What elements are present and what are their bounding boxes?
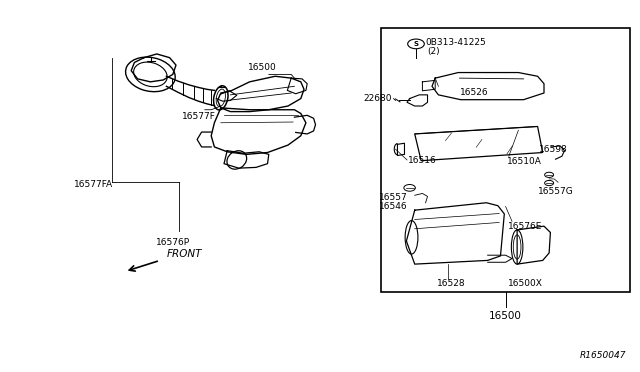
Text: 16546: 16546 [379,202,408,211]
Text: 0B313-41225: 0B313-41225 [426,38,486,47]
Text: 16577FA: 16577FA [74,180,113,189]
Text: 16500: 16500 [489,311,522,321]
Bar [381,28,630,292]
Text: 22680: 22680 [363,94,392,103]
Text: (2): (2) [428,47,440,56]
Text: 16526: 16526 [460,88,488,97]
Text: 16577F: 16577F [182,112,215,121]
Text: 16598: 16598 [539,145,568,154]
Text: 16528: 16528 [436,279,465,288]
Text: 16500: 16500 [248,63,276,72]
Text: 16500X: 16500X [508,279,542,288]
Text: 16510A: 16510A [507,157,541,166]
Text: 16516: 16516 [408,156,436,165]
Text: 16557: 16557 [379,193,408,202]
Text: 16557G: 16557G [538,187,573,196]
Text: 16576E: 16576E [508,222,542,231]
Text: S: S [413,41,419,47]
Text: R1650047: R1650047 [579,351,626,360]
Text: 16576P: 16576P [156,238,190,247]
Text: FRONT: FRONT [166,248,202,259]
